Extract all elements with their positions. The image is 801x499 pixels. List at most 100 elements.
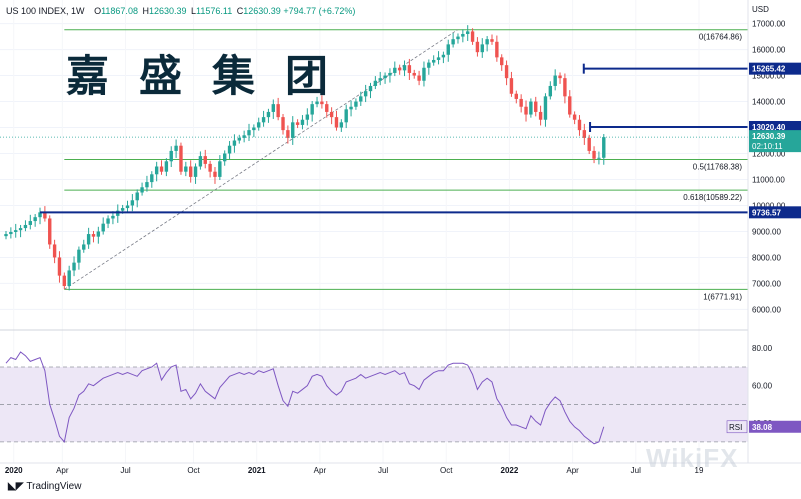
- candle-body: [4, 234, 8, 237]
- rsi-tick-label: 60.00: [752, 382, 773, 391]
- countdown-label: 02:10:11: [752, 142, 783, 151]
- candle-body: [373, 80, 378, 86]
- candle-body: [252, 127, 256, 131]
- candle-body: [592, 150, 596, 159]
- candle-body: [154, 166, 159, 175]
- candle-body: [198, 156, 203, 167]
- price-tick-label: 10000.00: [752, 201, 786, 210]
- fibonacci-retracement[interactable]: 0(16764.86) 0.5(11768.38) 0.618(10589.22) 1…: [64, 29, 748, 302]
- time-tick-label: 2020: [5, 466, 23, 475]
- candle-body: [393, 67, 397, 73]
- change-value: +794.77 (+6.72%): [283, 6, 356, 16]
- candle-body: [354, 101, 358, 107]
- trend-line-segment[interactable]: [64, 29, 458, 290]
- candle-body: [466, 31, 470, 34]
- trend-line[interactable]: [64, 29, 458, 290]
- candle-body: [135, 192, 139, 201]
- candle-body: [568, 96, 572, 115]
- candle-body: [388, 72, 392, 76]
- fib-level-label: 0(16764.86): [699, 33, 742, 42]
- candle-body: [509, 78, 514, 94]
- level-badge-label: 9736.57: [752, 208, 781, 217]
- candle-body: [383, 75, 387, 79]
- candle-body: [62, 275, 67, 287]
- time-tick-label: 19: [695, 466, 704, 475]
- candle-body: [33, 217, 37, 222]
- time-axis[interactable]: 2020 Apr Jul Oct 2021 Apr Jul Oct 2022 Apr Jul 19: [5, 466, 704, 475]
- candle-body: [368, 85, 373, 92]
- candle-body: [67, 270, 71, 287]
- candle-body: [602, 137, 606, 158]
- candle-body: [242, 135, 246, 138]
- candle-body: [431, 59, 436, 63]
- symbol-legend[interactable]: US 100 INDEX, 1W O11867.08 H12630.39 L11…: [6, 6, 356, 16]
- price-tick-label: 6000.00: [752, 305, 781, 314]
- candle-body: [184, 166, 188, 172]
- candle-body: [271, 104, 275, 112]
- candle-body: [543, 96, 548, 120]
- candle-body: [14, 230, 18, 232]
- candle-body: [339, 122, 344, 128]
- candle-body: [519, 98, 523, 107]
- candle-body: [422, 67, 426, 81]
- candle-body: [456, 36, 460, 40]
- candle-body: [145, 182, 149, 188]
- level-badge: [749, 206, 801, 219]
- candle-body: [38, 212, 42, 218]
- candle-body: [436, 57, 441, 60]
- candle-body: [96, 231, 101, 237]
- price-tick-label: 16000.00: [752, 46, 786, 55]
- candle-body: [72, 262, 76, 271]
- level-badge-label: 13020.40: [752, 123, 786, 132]
- time-tick-label: Jul: [120, 466, 130, 475]
- interval-label: 1W: [71, 6, 85, 16]
- candle-body: [553, 75, 557, 86]
- candle-body: [587, 137, 591, 151]
- price-tick-label: 12000.00: [752, 150, 786, 159]
- candle-body: [174, 145, 178, 151]
- candle-body: [82, 244, 86, 250]
- candle-body: [446, 44, 450, 55]
- candle-body: [475, 41, 480, 53]
- fib-level-label: 0.5(11768.38): [693, 163, 743, 172]
- time-tick-label: Oct: [440, 466, 453, 475]
- candle-body: [412, 72, 416, 76]
- candle-body: [563, 78, 567, 97]
- low-label: L: [191, 6, 197, 16]
- candle-body: [9, 231, 13, 235]
- candle-body: [291, 122, 295, 138]
- price-tick-label: 17000.00: [752, 20, 786, 29]
- candle-body: [514, 93, 518, 99]
- candle-body: [597, 157, 601, 159]
- candle-body: [52, 244, 57, 258]
- candle-body: [427, 62, 431, 68]
- candle-body: [407, 65, 412, 73]
- candle-body: [111, 215, 115, 219]
- candle-body: [334, 117, 339, 128]
- candle-body: [538, 111, 543, 120]
- rsi-name-label: RSI: [729, 423, 742, 432]
- tradingview-logo[interactable]: ◣◤ TradingView: [8, 481, 81, 492]
- time-tick-label: Jul: [631, 466, 641, 475]
- candle-body: [310, 104, 314, 115]
- candle-body: [150, 174, 154, 183]
- level-badge-label: 15265.42: [752, 65, 786, 74]
- price-tick-label: 14000.00: [752, 98, 786, 107]
- time-tick-label: Apr: [566, 466, 579, 475]
- rsi-name-badge: [726, 420, 748, 434]
- candle-body: [23, 224, 28, 229]
- horizontal-levels[interactable]: [0, 63, 748, 214]
- candle-body: [232, 140, 237, 146]
- candle-body: [359, 96, 363, 102]
- candles: [4, 25, 606, 291]
- watermark-logo: WikiFX: [646, 443, 739, 473]
- time-tick-label: Apr: [314, 466, 327, 475]
- candle-body: [213, 171, 217, 177]
- candle-body: [120, 208, 125, 211]
- candle-body: [188, 166, 193, 177]
- candle-body: [577, 119, 582, 131]
- time-tick-label: Oct: [187, 466, 200, 475]
- rsi-value-badge: [749, 420, 801, 433]
